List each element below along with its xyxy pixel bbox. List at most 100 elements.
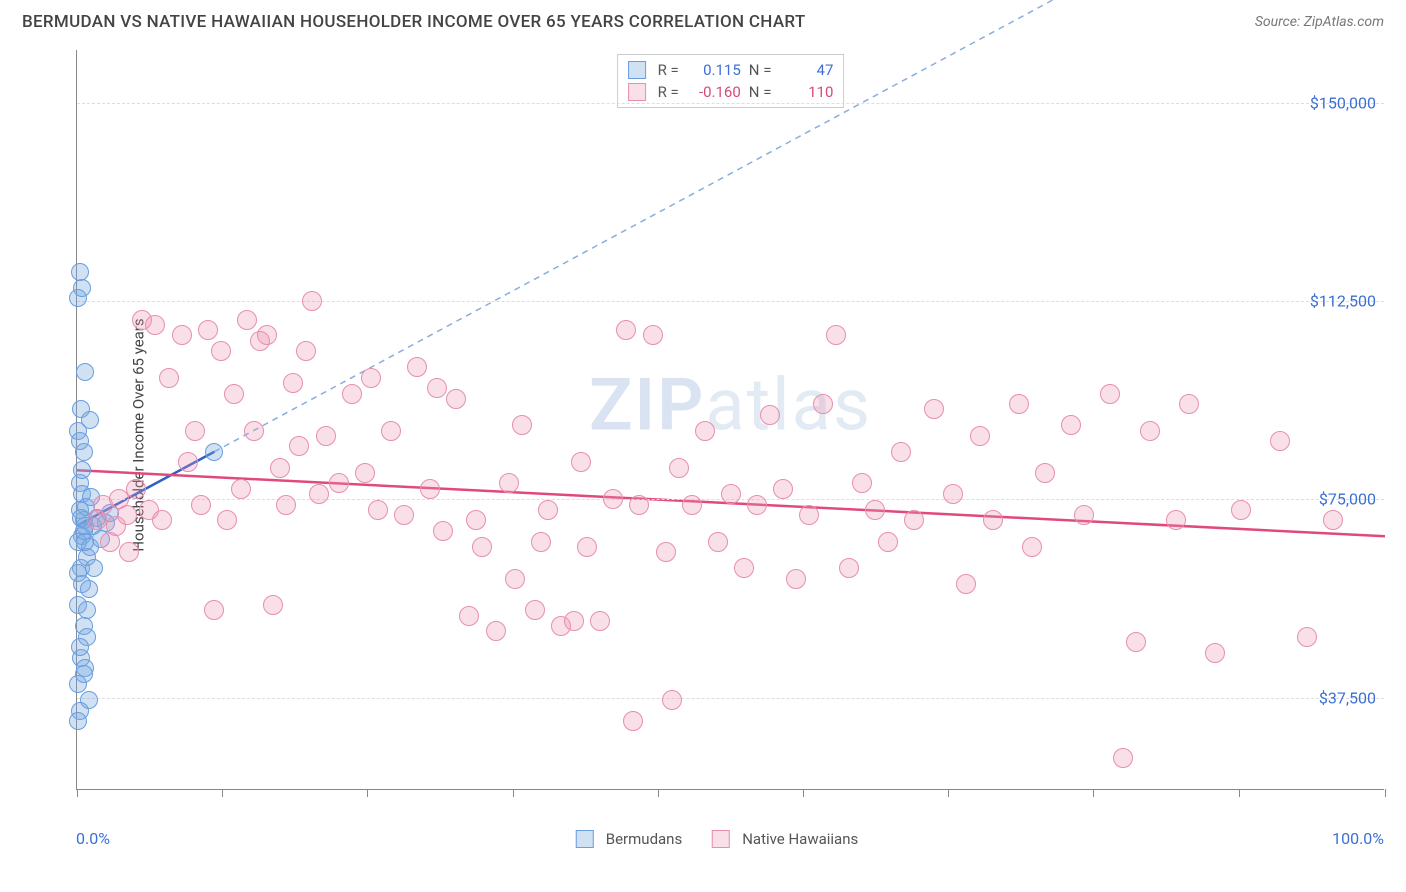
data-point <box>191 495 211 515</box>
chart-title: BERMUDAN VS NATIVE HAWAIIAN HOUSEHOLDER … <box>22 12 805 32</box>
data-point <box>76 363 94 381</box>
y-tick-label: $37,500 <box>1319 688 1376 707</box>
x-axis-max-label: 100.0% <box>1332 829 1384 848</box>
legend-label-hawaiians: Native Hawaiians <box>742 830 858 848</box>
data-point <box>244 421 264 441</box>
data-point <box>152 510 172 530</box>
data-point <box>237 310 257 330</box>
x-tick <box>1093 789 1094 797</box>
data-point <box>316 426 336 446</box>
data-point <box>185 421 205 441</box>
data-point <box>446 389 466 409</box>
data-point <box>970 426 990 446</box>
data-point <box>119 542 139 562</box>
stats-n-value-hawaiians: 110 <box>779 81 833 103</box>
data-point <box>983 510 1003 530</box>
data-point <box>1179 394 1199 414</box>
data-point <box>577 537 597 557</box>
data-point <box>1205 643 1225 663</box>
data-point <box>381 421 401 441</box>
data-point <box>590 611 610 631</box>
data-point <box>669 458 689 478</box>
data-point <box>205 443 223 461</box>
data-point <box>924 399 944 419</box>
data-point <box>126 479 146 499</box>
gridline <box>77 301 1384 302</box>
legend-swatch-bermudans <box>576 830 594 848</box>
x-tick <box>1385 789 1386 797</box>
data-point <box>224 384 244 404</box>
data-point <box>656 542 676 562</box>
data-point <box>616 320 636 340</box>
x-tick <box>222 789 223 797</box>
data-point <box>623 711 643 731</box>
data-point <box>71 638 89 656</box>
data-point <box>531 532 551 552</box>
data-point <box>734 558 754 578</box>
x-tick <box>1239 789 1240 797</box>
data-point <box>799 505 819 525</box>
data-point <box>309 484 329 504</box>
data-point <box>472 537 492 557</box>
data-point <box>1035 463 1055 483</box>
swatch-bermudans <box>628 61 646 79</box>
data-point <box>1323 510 1343 530</box>
data-point <box>1022 537 1042 557</box>
data-point <box>466 510 486 530</box>
data-point <box>211 341 231 361</box>
data-point <box>71 263 89 281</box>
data-point <box>956 574 976 594</box>
gridline <box>77 698 1384 699</box>
data-point <box>839 558 859 578</box>
data-point <box>289 436 309 456</box>
data-point <box>276 495 296 515</box>
data-point <box>1140 421 1160 441</box>
x-tick <box>658 789 659 797</box>
data-point <box>773 479 793 499</box>
stats-n-label: N = <box>749 81 772 103</box>
chart-header: BERMUDAN VS NATIVE HAWAIIAN HOUSEHOLDER … <box>0 0 1406 40</box>
data-point <box>420 479 440 499</box>
stats-r-value-hawaiians: -0.160 <box>687 81 741 103</box>
data-point <box>75 665 93 683</box>
data-point <box>117 505 137 525</box>
data-point <box>629 495 649 515</box>
data-point <box>76 533 94 551</box>
data-point <box>69 564 87 582</box>
data-point <box>943 484 963 504</box>
data-point <box>695 421 715 441</box>
data-point <box>813 394 833 414</box>
data-point <box>682 495 702 515</box>
x-tick <box>367 789 368 797</box>
data-point <box>878 532 898 552</box>
data-point <box>1113 748 1133 768</box>
data-point <box>564 611 584 631</box>
data-point <box>71 432 89 450</box>
gridline <box>77 103 1384 104</box>
x-tick <box>803 789 804 797</box>
x-tick <box>513 789 514 797</box>
data-point <box>852 473 872 493</box>
data-point <box>217 510 237 530</box>
data-point <box>1270 431 1290 451</box>
data-point <box>361 368 381 388</box>
data-point <box>721 484 741 504</box>
stats-row-hawaiians: R = -0.160 N = 110 <box>628 81 834 103</box>
legend-item-bermudans: Bermudans <box>576 830 682 848</box>
data-point <box>538 500 558 520</box>
data-point <box>78 601 96 619</box>
data-point <box>512 415 532 435</box>
data-point <box>433 521 453 541</box>
data-point <box>263 595 283 615</box>
data-point <box>1166 510 1186 530</box>
data-point <box>407 357 427 377</box>
data-point <box>329 473 349 493</box>
data-point <box>172 325 192 345</box>
bottom-legend: Bermudans Native Hawaiians <box>576 830 858 848</box>
data-point <box>302 291 322 311</box>
data-point <box>178 452 198 472</box>
data-point <box>368 500 388 520</box>
data-point <box>904 510 924 530</box>
y-tick-label: $75,000 <box>1319 490 1376 509</box>
data-point <box>427 378 447 398</box>
